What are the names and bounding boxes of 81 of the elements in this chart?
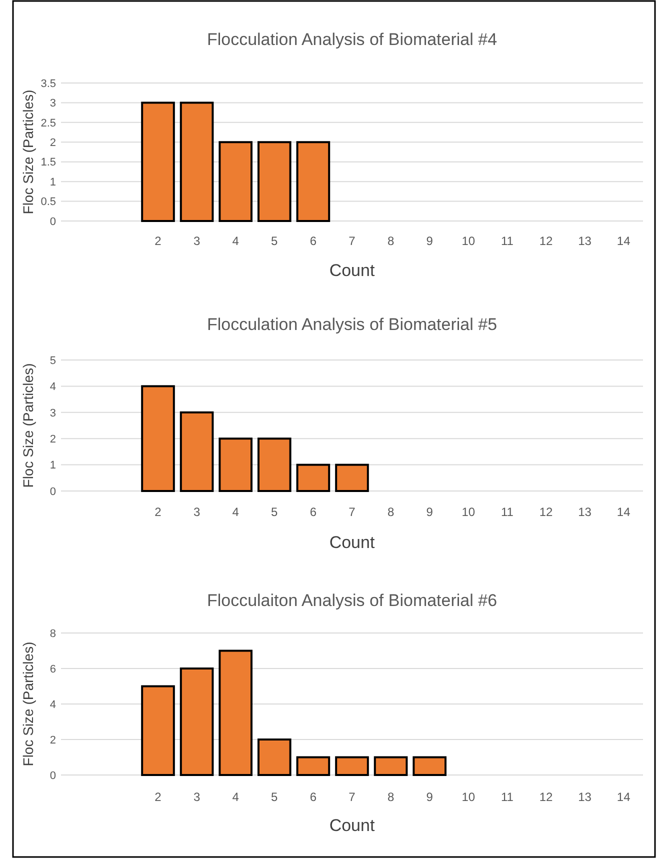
y-tick-label: 1 — [50, 176, 56, 188]
x-tick-label: 10 — [462, 234, 476, 248]
y-tick-label: 2 — [50, 136, 56, 149]
chart-title: Flocculation Analysis of Biomaterial #4 — [206, 30, 498, 49]
bar — [218, 438, 253, 492]
x-tick-label: 7 — [348, 790, 356, 804]
x-tick-label: 2 — [154, 505, 162, 519]
x-tick-label: 9 — [426, 234, 434, 248]
x-tick-label: 13 — [578, 790, 592, 804]
x-tick-label: 2 — [154, 790, 162, 804]
x-tick-label: 9 — [426, 790, 434, 804]
bar — [296, 464, 330, 492]
bar — [335, 464, 369, 492]
y-axis-title: Floc Size (Particles) — [20, 90, 36, 214]
x-tick-label: 4 — [232, 505, 240, 519]
x-tick-label: 11 — [500, 790, 514, 804]
x-tick-label: 6 — [310, 234, 317, 248]
x-tick-label: 11 — [500, 234, 514, 248]
x-tick-label: 3 — [193, 790, 200, 804]
bar — [141, 385, 175, 492]
x-tick-label: 14 — [616, 790, 631, 804]
x-tick-label: 8 — [387, 234, 394, 248]
chart-title: Flocculaiton Analysis of Biomaterial #6 — [206, 591, 498, 610]
y-tick-label: 2 — [50, 433, 56, 446]
y-tick-label: 4 — [50, 381, 56, 394]
x-tick-label: 9 — [426, 505, 434, 519]
y-tick-label: 8 — [50, 628, 56, 640]
x-tick-label: 12 — [539, 790, 553, 804]
y-tick-label: 1 — [50, 460, 56, 472]
x-tick-label: 2 — [154, 234, 162, 248]
y-tick-label: 3 — [50, 407, 56, 420]
x-tick-label: 10 — [462, 790, 476, 804]
y-axis-title: Floc Size (Particles) — [20, 363, 36, 488]
x-tick-label: 6 — [310, 505, 317, 519]
bar — [257, 738, 292, 776]
y-axis-title: Floc Size (Particles) — [20, 642, 36, 766]
y-tick-label: 2.5 — [40, 117, 56, 130]
bar — [180, 668, 214, 776]
y-tick-label: 2 — [50, 734, 56, 746]
y-tick-label: 1.5 — [40, 156, 56, 169]
y-tick-label: 0 — [50, 216, 56, 228]
y-tick-label: 0 — [50, 486, 56, 498]
x-tick-label: 4 — [232, 790, 240, 804]
bar — [374, 756, 408, 776]
x-axis-title: Count — [329, 533, 375, 552]
y-tick-label: 0 — [50, 770, 56, 782]
x-axis-title: Count — [329, 816, 375, 835]
bar — [257, 438, 292, 492]
x-tick-label: 7 — [348, 505, 356, 519]
x-tick-label: 10 — [462, 505, 476, 519]
x-tick-label: 5 — [271, 505, 278, 519]
y-tick-label: 3 — [50, 98, 56, 110]
x-tick-label: 5 — [271, 234, 278, 248]
x-tick-label: 13 — [578, 234, 592, 248]
x-tick-label: 12 — [539, 505, 553, 519]
y-tick-label: 4 — [50, 698, 56, 711]
x-tick-label: 6 — [310, 790, 317, 804]
bar — [218, 650, 253, 776]
bar — [335, 756, 369, 776]
x-tick-label: 8 — [387, 505, 394, 519]
x-axis-title: Count — [329, 261, 375, 280]
x-tick-label: 3 — [193, 505, 200, 519]
chart-title: Flocculation Analysis of Biomaterial #5 — [206, 315, 498, 334]
x-tick-label: 14 — [616, 505, 631, 519]
y-tick-label: 6 — [50, 663, 56, 676]
x-tick-label: 12 — [539, 234, 553, 248]
bar — [412, 756, 447, 776]
bar — [180, 411, 214, 492]
x-tick-label: 11 — [500, 505, 514, 519]
y-tick-label: 5 — [50, 354, 56, 367]
x-tick-label: 8 — [387, 790, 394, 804]
y-tick-label: 0.5 — [40, 196, 56, 208]
x-tick-label: 7 — [348, 234, 356, 248]
x-tick-label: 5 — [271, 790, 278, 804]
x-tick-label: 4 — [232, 234, 240, 248]
x-tick-label: 14 — [616, 234, 631, 248]
bar — [296, 756, 330, 776]
x-tick-label: 3 — [193, 234, 200, 248]
y-tick-label: 3.5 — [40, 78, 56, 90]
bar — [141, 685, 175, 776]
x-tick-label: 13 — [578, 505, 592, 519]
